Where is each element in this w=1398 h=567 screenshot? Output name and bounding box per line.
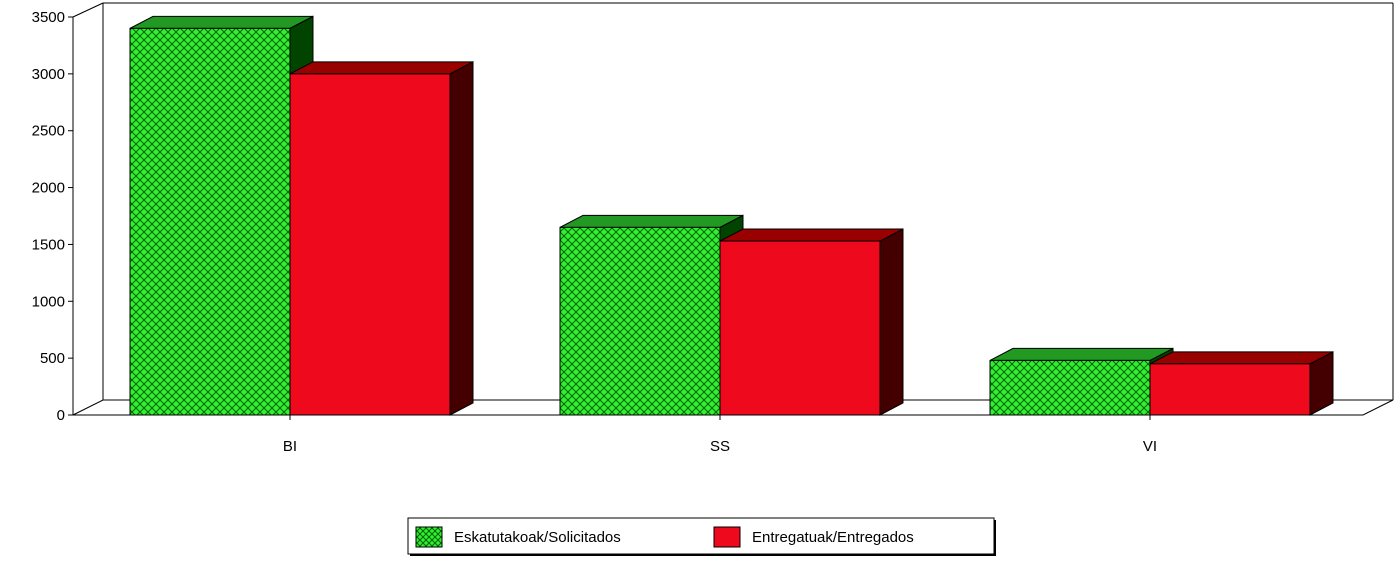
y-tick-label: 1000 [32, 293, 65, 310]
bar-ss-1 [559, 226, 721, 416]
bar-top-bi-2 [289, 61, 474, 75]
bar-top-ss-1 [559, 214, 744, 228]
x-tick-label-bi: BI [283, 438, 297, 455]
legend-swatch-series-2 [713, 526, 741, 548]
x-tick-label-ss: SS [710, 438, 730, 455]
y-tick-label: 1500 [32, 236, 65, 253]
legend-label-series-1: Eskatutakoak/Solicitados [454, 529, 621, 546]
bar-side-ss-2 [879, 228, 904, 416]
bar-ss-2 [719, 240, 881, 416]
x-tick-label-vi: VI [1143, 438, 1157, 455]
y-tick-label: 2000 [32, 180, 65, 197]
bar-top-vi-2 [1149, 351, 1334, 365]
legend: Eskatutakoak/Solicitados Entregatuak/Entr… [407, 517, 996, 556]
bar-bi-2 [289, 73, 451, 416]
bar-vi-1 [989, 359, 1151, 416]
y-tick-label: 3500 [32, 9, 65, 26]
bar-vi-2 [1149, 363, 1311, 416]
y-tick-label: 0 [57, 407, 65, 424]
legend-label-series-2: Entregatuak/Entregados [752, 529, 914, 546]
bar-top-ss-2 [719, 228, 904, 242]
y-tick-label: 2500 [32, 123, 65, 140]
y-axis-line [72, 2, 104, 415]
y-tick-label: 3000 [32, 66, 65, 83]
labels-layer: 0 500 1000 1500 2000 2500 3000 3500 BI SS VI [32, 9, 1157, 455]
bar-side-bi-2 [449, 61, 474, 416]
bar-top-vi-1 [989, 347, 1174, 361]
y-tick-label: 500 [40, 350, 65, 367]
legend-box [407, 517, 995, 555]
bars-layer [129, 15, 1334, 416]
legend-swatch-series-1 [415, 526, 443, 548]
bar-bi-1 [129, 27, 291, 416]
bar-top-bi-1 [129, 15, 314, 29]
